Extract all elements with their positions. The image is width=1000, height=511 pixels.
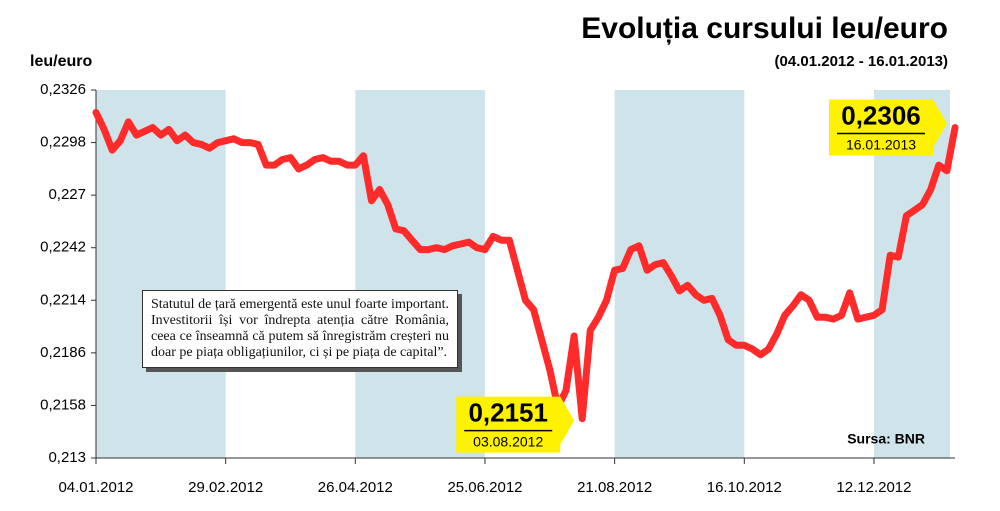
y-tick-label: 0,2326 <box>40 81 86 98</box>
source: Sursa: BNR <box>847 431 925 447</box>
band <box>96 90 226 458</box>
callout-box <box>456 396 575 453</box>
callout-date: 16.01.2013 <box>846 136 916 152</box>
x-tick-label: 29.02.2012 <box>188 479 263 496</box>
callout-value: 0,2151 <box>468 397 548 427</box>
x-tick-label: 25.06.2012 <box>447 479 522 496</box>
y-tick-label: 0,2214 <box>40 291 86 308</box>
y-tick-label: 0,2158 <box>40 396 86 413</box>
x-tick-label: 21.08.2012 <box>577 479 652 496</box>
quote: Statutul de țară emergentă este unul foa… <box>142 290 458 368</box>
callout-box <box>829 99 947 156</box>
x-tick-label: 04.01.2012 <box>58 479 133 496</box>
y-tick-label: 0,213 <box>48 449 86 466</box>
y-tick-label: 0,227 <box>48 186 86 203</box>
y-tick-label: 0,2242 <box>40 239 86 256</box>
y-axis-label: leu/euro <box>30 53 92 70</box>
x-tick-label: 16.10.2012 <box>707 479 782 496</box>
y-tick-label: 0,2186 <box>40 344 86 361</box>
chart-title: Evoluția cursului leu/euro <box>581 12 948 45</box>
callout-value: 0,2306 <box>841 100 921 130</box>
y-tick-label: 0,2298 <box>40 134 86 151</box>
line <box>92 109 959 423</box>
x-tick-label: 26.04.2012 <box>318 479 393 496</box>
band <box>614 90 745 458</box>
chart-subtitle: (04.01.2012 - 16.01.2013) <box>775 53 948 70</box>
callout-date: 03.08.2012 <box>473 433 543 449</box>
x-tick-label: 12.12.2012 <box>836 479 911 496</box>
